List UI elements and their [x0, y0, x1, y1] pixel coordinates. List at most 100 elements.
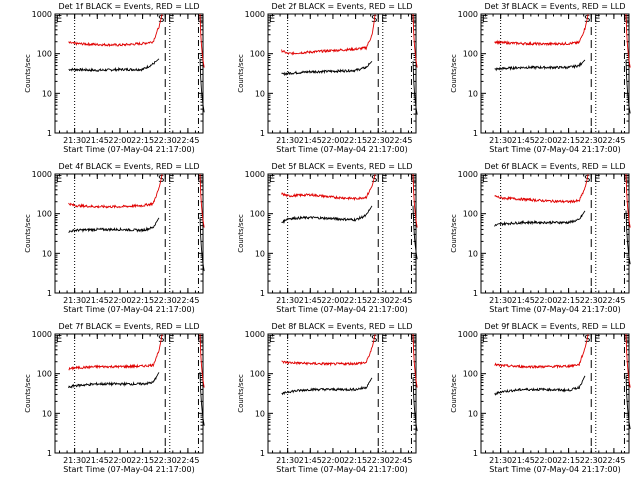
lld-series-line: [68, 14, 163, 48]
x-tick-label: 22:45: [389, 456, 412, 465]
x-tick-label: 22:00: [534, 136, 557, 145]
x-tick-label: 21:30: [489, 136, 512, 145]
lld-series-tail: [625, 173, 631, 228]
y-tick-label: 1: [473, 449, 478, 458]
events-series-tail: [199, 217, 205, 272]
marker-e-left-label: E: [56, 174, 62, 185]
marker-e-label: E: [168, 174, 174, 185]
y-tick-label: 10: [255, 89, 265, 98]
x-tick-label: 22:45: [602, 296, 625, 305]
marker-e-label: E: [381, 334, 387, 345]
y-axis-label: Counts/sec: [237, 374, 245, 413]
panel-title: Det 9f BLACK = Events, RED = LLD: [484, 322, 625, 331]
marker-e-left-label: E: [56, 14, 62, 25]
events-series-tail: [199, 371, 205, 426]
panel-title: Det 4f BLACK = Events, RED = LLD: [58, 162, 199, 171]
y-tick-label: 100: [37, 50, 52, 59]
detector-panel-7: Det 7f BLACK = Events, RED = LLD 1 10 100 10…: [24, 322, 205, 474]
y-tick-label: 1: [47, 449, 52, 458]
events-series-line: [68, 372, 160, 389]
y-tick-label: 100: [37, 370, 52, 379]
marker-e-label: E: [594, 174, 600, 185]
lld-series-line: [494, 14, 589, 47]
x-tick-label: 22:45: [176, 456, 199, 465]
x-tick-label: 22:30: [580, 456, 603, 465]
detector-panel-2: Det 2f BLACK = Events, RED = LLD 1 10 100 10…: [237, 2, 418, 154]
y-axis-label: Counts/sec: [24, 214, 32, 253]
y-tick-label: 10: [468, 409, 478, 418]
plot-frame: [54, 13, 204, 134]
events-series-line: [494, 59, 586, 72]
lld-series-tail: [199, 13, 205, 68]
x-tick-label: 22:15: [131, 136, 154, 145]
y-tick-label: 1000: [458, 10, 478, 19]
y-tick-label: 1000: [32, 10, 52, 19]
x-tick-label: 22:15: [131, 296, 154, 305]
y-tick-label: 1000: [458, 170, 478, 179]
marker-e-left-label: E: [56, 334, 62, 345]
y-tick-label: 100: [463, 210, 478, 219]
x-tick-label: 22:45: [176, 136, 199, 145]
events-series-line: [494, 375, 586, 396]
x-tick-label: 22:00: [534, 296, 557, 305]
x-tick-label: 21:30: [63, 136, 86, 145]
detector-panel-4: Det 4f BLACK = Events, RED = LLD 1 10 100 10…: [24, 162, 205, 314]
x-tick-label: 22:00: [534, 456, 557, 465]
y-tick-label: 1000: [32, 330, 52, 339]
x-axis-label: Start Time (07-May-04 21:17:00): [489, 305, 620, 314]
marker-e-left-label: E: [269, 14, 275, 25]
events-series-tail: [625, 210, 631, 265]
marker-e-label: E: [381, 174, 387, 185]
detector-panel-3: Det 3f BLACK = Events, RED = LLD 1 10 100 10…: [450, 2, 631, 154]
y-tick-label: 100: [463, 50, 478, 59]
y-tick-label: 10: [255, 409, 265, 418]
y-tick-label: 1000: [458, 330, 478, 339]
x-tick-label: 21:45: [86, 136, 109, 145]
x-tick-label: 22:30: [154, 136, 177, 145]
marker-e-label: E: [594, 14, 600, 25]
panel-title: Det 2f BLACK = Events, RED = LLD: [271, 2, 412, 11]
x-tick-label: 22:45: [176, 296, 199, 305]
y-tick-label: 1: [473, 129, 478, 138]
lld-series-tail: [412, 13, 418, 68]
lld-series-tail: [625, 13, 631, 68]
x-tick-label: 22:00: [321, 296, 344, 305]
y-tick-label: 1: [473, 289, 478, 298]
marker-e-left-label: E: [482, 174, 488, 185]
events-series-tail: [199, 58, 205, 113]
detector-panel-5: Det 5f BLACK = Events, RED = LLD 1 10 100 10…: [237, 162, 418, 314]
x-tick-label: 21:30: [489, 456, 512, 465]
y-axis-label: Counts/sec: [24, 374, 32, 413]
x-axis-label: Start Time (07-May-04 21:17:00): [63, 465, 194, 474]
plot-frame: [267, 333, 417, 454]
y-axis-label: Counts/sec: [24, 54, 32, 93]
marker-e-left-label: E: [269, 174, 275, 185]
x-tick-label: 21:45: [86, 296, 109, 305]
detector-panel-6: Det 6f BLACK = Events, RED = LLD 1 10 100 10…: [450, 162, 631, 314]
x-tick-label: 21:45: [299, 296, 322, 305]
y-tick-label: 1: [47, 289, 52, 298]
x-tick-label: 22:45: [389, 136, 412, 145]
x-tick-label: 22:15: [131, 456, 154, 465]
x-axis-label: Start Time (07-May-04 21:17:00): [276, 145, 407, 154]
events-series-line: [281, 60, 373, 77]
x-tick-label: 22:00: [321, 136, 344, 145]
x-tick-label: 22:45: [602, 136, 625, 145]
y-tick-label: 10: [42, 249, 52, 258]
lld-series-tail: [199, 173, 205, 228]
x-tick-label: 22:00: [108, 136, 131, 145]
x-tick-label: 21:45: [299, 456, 322, 465]
x-tick-label: 22:30: [580, 136, 603, 145]
x-tick-label: 21:30: [489, 296, 512, 305]
y-tick-label: 100: [37, 210, 52, 219]
x-tick-label: 22:45: [602, 456, 625, 465]
events-series-tail: [412, 205, 418, 260]
panel-title: Det 7f BLACK = Events, RED = LLD: [58, 322, 199, 331]
marker-e-left-label: E: [482, 14, 488, 25]
events-series-tail: [412, 377, 418, 432]
events-series-tail: [625, 59, 631, 114]
x-tick-label: 22:45: [389, 296, 412, 305]
y-axis-label: Counts/sec: [450, 214, 458, 253]
panel-title: Det 1f BLACK = Events, RED = LLD: [58, 2, 199, 11]
